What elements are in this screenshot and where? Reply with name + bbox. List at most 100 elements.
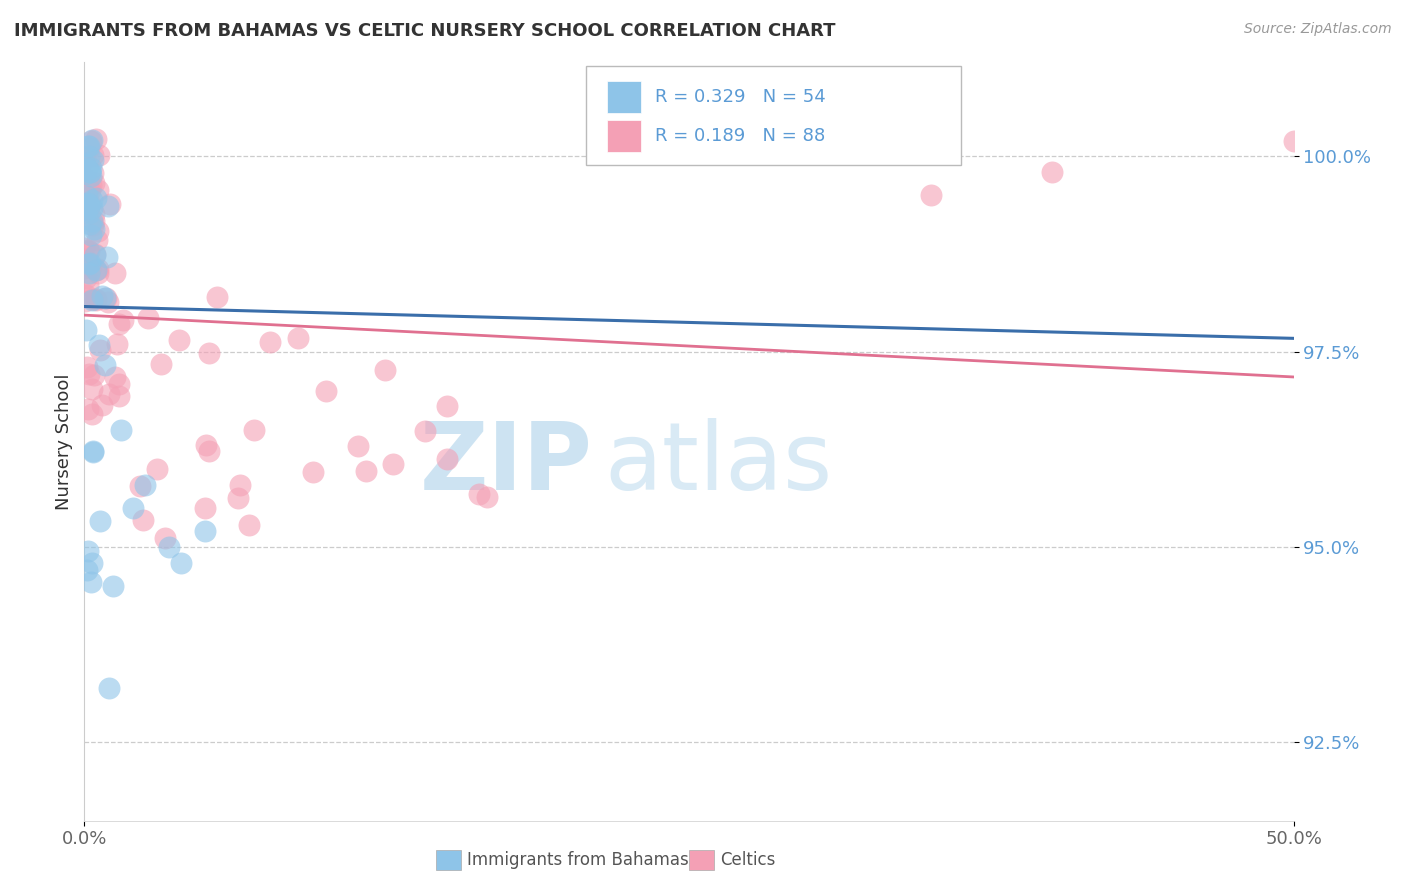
Point	[83, 368, 105, 382]
Point	[79, 164, 101, 178]
FancyBboxPatch shape	[586, 66, 962, 165]
Point	[75, 271, 97, 285]
Point	[87, 148, 110, 162]
Point	[80, 161, 103, 175]
Point	[73, 252, 96, 266]
Point	[104, 266, 127, 280]
Point	[73, 261, 96, 276]
Point	[80, 407, 103, 421]
Point	[86, 261, 108, 276]
Bar	[607, 81, 641, 113]
Point	[194, 438, 217, 452]
Point	[76, 543, 98, 558]
Point	[1282, 134, 1305, 148]
Point	[259, 335, 281, 350]
Point	[75, 157, 97, 171]
Point	[80, 227, 103, 242]
Point	[79, 183, 101, 197]
Point	[84, 263, 107, 277]
Point	[79, 217, 101, 231]
Point	[108, 317, 131, 331]
Point	[75, 167, 97, 181]
Point	[354, 464, 377, 478]
Point	[103, 579, 125, 593]
Point	[205, 291, 228, 305]
Point	[82, 153, 104, 168]
Point	[238, 518, 260, 533]
Point	[87, 338, 110, 352]
Point	[75, 288, 97, 302]
Point	[77, 278, 100, 293]
Point	[80, 293, 103, 308]
Text: atlas: atlas	[605, 418, 832, 510]
Point	[1040, 165, 1063, 179]
Point	[77, 180, 100, 194]
Point	[197, 346, 219, 360]
Point	[79, 165, 101, 179]
Point	[73, 293, 96, 308]
Point	[87, 224, 110, 238]
Point	[89, 515, 111, 529]
Point	[287, 331, 309, 345]
Point	[121, 500, 143, 515]
Text: Source: ZipAtlas.com: Source: ZipAtlas.com	[1244, 22, 1392, 37]
Point	[302, 465, 325, 479]
Point	[108, 377, 131, 392]
Point	[194, 524, 217, 539]
Point	[134, 477, 156, 491]
Point	[80, 382, 103, 396]
Point	[84, 248, 107, 262]
Point	[315, 384, 337, 398]
Point	[83, 176, 105, 190]
Text: ZIP: ZIP	[419, 418, 592, 510]
Point	[77, 199, 100, 213]
Point	[77, 243, 100, 257]
Point	[82, 166, 104, 180]
Point	[98, 387, 121, 401]
Text: IMMIGRANTS FROM BAHAMAS VS CELTIC NURSERY SCHOOL CORRELATION CHART: IMMIGRANTS FROM BAHAMAS VS CELTIC NURSER…	[14, 22, 835, 40]
Point	[86, 132, 108, 146]
Point	[413, 424, 436, 438]
Point	[86, 233, 108, 247]
Point	[475, 490, 498, 504]
Point	[96, 250, 118, 264]
Point	[76, 138, 98, 153]
Point	[198, 444, 221, 458]
Point	[94, 291, 117, 305]
Point	[76, 189, 98, 203]
Point	[194, 500, 217, 515]
Point	[84, 191, 107, 205]
Point	[136, 310, 159, 325]
Point	[146, 462, 169, 476]
Point	[436, 451, 458, 466]
Point	[108, 389, 131, 403]
Point	[82, 219, 104, 233]
Point	[97, 681, 120, 695]
Point	[80, 133, 103, 147]
Point	[77, 148, 100, 162]
Point	[80, 556, 103, 570]
Point	[97, 199, 120, 213]
Point	[157, 540, 180, 554]
Point	[82, 293, 104, 307]
Point	[76, 359, 98, 374]
Point	[77, 140, 100, 154]
Point	[98, 197, 121, 211]
Point	[83, 247, 105, 261]
Point	[77, 257, 100, 271]
Point	[76, 162, 98, 177]
Point	[75, 323, 97, 337]
Point	[79, 266, 101, 280]
Point	[87, 183, 110, 197]
Point	[436, 400, 458, 414]
Point	[132, 513, 155, 527]
Point	[76, 563, 98, 577]
Point	[381, 457, 404, 471]
Point	[73, 241, 96, 255]
Text: R = 0.189   N = 88: R = 0.189 N = 88	[655, 127, 825, 145]
Y-axis label: Nursery School: Nursery School	[55, 373, 73, 510]
Point	[94, 292, 117, 306]
Point	[678, 141, 700, 155]
Point	[347, 439, 370, 453]
Point	[129, 478, 152, 492]
